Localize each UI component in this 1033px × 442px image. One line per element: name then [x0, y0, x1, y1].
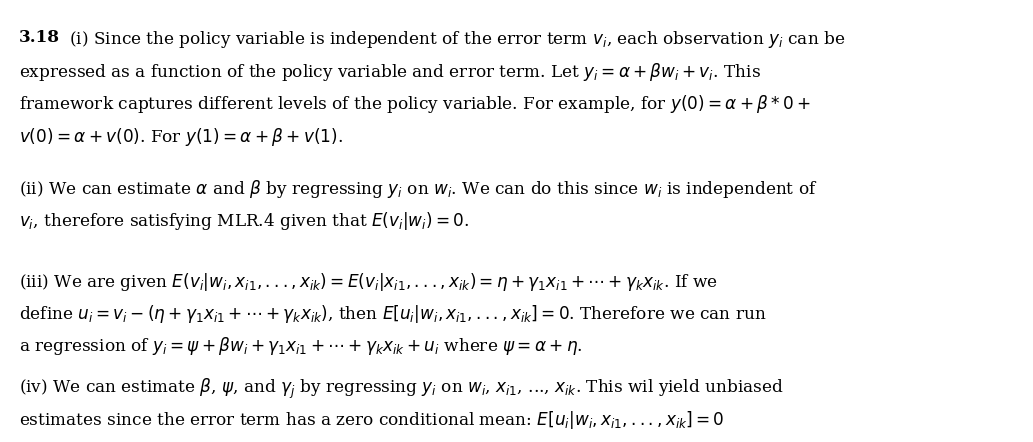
Text: framework captures different levels of the policy variable. For example, for $y(: framework captures different levels of t… — [19, 93, 811, 115]
Text: a regression of $y_i = \psi + \beta w_i + \gamma_1 x_{i1} + \cdots + \gamma_k x_: a regression of $y_i = \psi + \beta w_i … — [19, 335, 583, 357]
Text: (ii) We can estimate $\alpha$ and $\beta$ by regressing $y_i$ on $w_i$. We can d: (ii) We can estimate $\alpha$ and $\beta… — [19, 178, 817, 200]
Text: estimates since the error term has a zero conditional mean: $E[u_i|w_i, x_{i1}, : estimates since the error term has a zer… — [19, 409, 724, 431]
Text: $v(0) = \alpha + v(0)$. For $y(1) = \alpha + \beta + v(1)$.: $v(0) = \alpha + v(0)$. For $y(1) = \alp… — [19, 126, 343, 148]
Text: expressed as a function of the policy variable and error term. Let $y_i = \alpha: expressed as a function of the policy va… — [19, 61, 760, 83]
Text: $v_i$, therefore satisfying MLR.4 given that $E(v_i|w_i) = 0$.: $v_i$, therefore satisfying MLR.4 given … — [19, 210, 469, 232]
Text: (iv) We can estimate $\beta$, $\psi$, and $\gamma_j$ by regressing $y_i$ on $w_i: (iv) We can estimate $\beta$, $\psi$, an… — [19, 377, 783, 401]
Text: (iii) We are given $E(v_i|w_i, x_{i1}, ..., x_{ik}) = E(v_i|x_{i1}, ..., x_{ik}): (iii) We are given $E(v_i|w_i, x_{i1}, .… — [19, 271, 718, 293]
Text: 3.18: 3.18 — [19, 29, 60, 46]
Text: (i) Since the policy variable is independent of the error term $v_i$, each obser: (i) Since the policy variable is indepen… — [64, 29, 845, 50]
Text: define $u_i = v_i - (\eta + \gamma_1 x_{i1} + \cdots + \gamma_k x_{ik})$, then $: define $u_i = v_i - (\eta + \gamma_1 x_{… — [19, 303, 766, 325]
